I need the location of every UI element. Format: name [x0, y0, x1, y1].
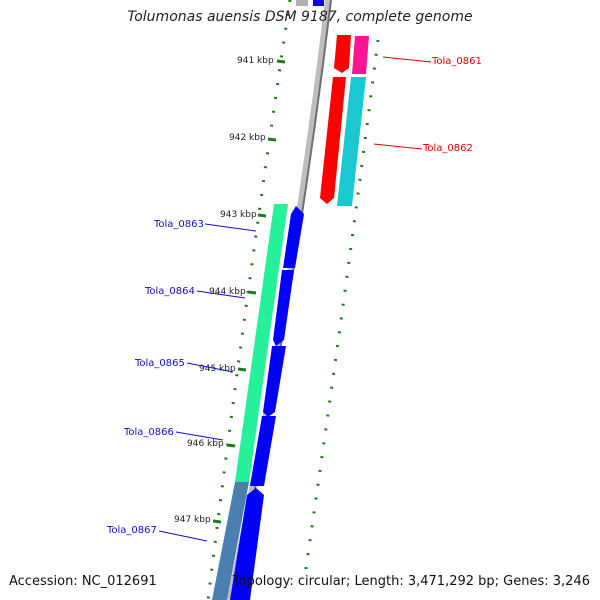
major-ticks: [212, 59, 286, 524]
gene-label-tola-0862[interactable]: Tola_0862: [422, 143, 473, 154]
gene-tola-0861-magenta: [352, 36, 369, 74]
tick-label-946: 946 kbp: [187, 439, 224, 449]
gene-label-tola-0865[interactable]: Tola_0865: [134, 358, 185, 369]
gene-label-tola-0864[interactable]: Tola_0864: [144, 286, 195, 297]
gene-tola-0865-blue: [263, 346, 286, 417]
gene-tola-0863-green-bar: [235, 204, 288, 482]
map-title: Tolumonas auensis DSM 9187, complete gen…: [127, 9, 473, 25]
tick-label-947: 947 kbp: [174, 515, 211, 525]
tick-label-944: 944 kbp: [209, 287, 246, 297]
gene-tola-0867-steel-bar: [212, 482, 249, 600]
genome-summary-text: Topology: circular; Length: 3,471,292 bp…: [232, 574, 590, 589]
gene-feature-top-blue: [313, 0, 324, 6]
gene-feature-top-grey: [296, 0, 308, 6]
accession-text: Accession: NC_012691: [9, 574, 157, 589]
leader-line-tola-0866: [175, 431, 224, 441]
gene-label-tola-0861[interactable]: Tola_0861: [431, 56, 482, 67]
leader-line-tola-0861: [382, 56, 432, 63]
leader-line-tola-0864: [196, 290, 246, 299]
tick-label-943: 943 kbp: [220, 210, 257, 220]
leader-line-tola-0862: [373, 143, 423, 150]
gene-tola-0863-blue: [283, 206, 304, 268]
gene-tola-0866-blue: [250, 416, 276, 486]
gene-tola-0862-red: [320, 77, 346, 204]
gene-label-tola-0866[interactable]: Tola_0866: [123, 427, 174, 438]
leader-line-tola-0867: [158, 530, 208, 542]
gene-label-tola-0867[interactable]: Tola_0867: [106, 525, 157, 536]
gene-tola-0862-cyan: [337, 77, 366, 206]
gene-tola-0861-arrow: [334, 35, 351, 73]
tick-label-941: 941 kbp: [237, 56, 274, 66]
gene-label-tola-0863[interactable]: Tola_0863: [153, 219, 204, 230]
tick-label-942: 942 kbp: [229, 133, 266, 143]
leader-line-tola-0863: [204, 223, 257, 232]
gene-tola-0864-blue: [273, 270, 294, 346]
outer-tick-ring: [303, 39, 380, 576]
leader-line-tola-0865: [186, 362, 234, 373]
gene-tola-0867-blue: [230, 488, 264, 600]
inner-tick-ring: [206, 0, 292, 600]
